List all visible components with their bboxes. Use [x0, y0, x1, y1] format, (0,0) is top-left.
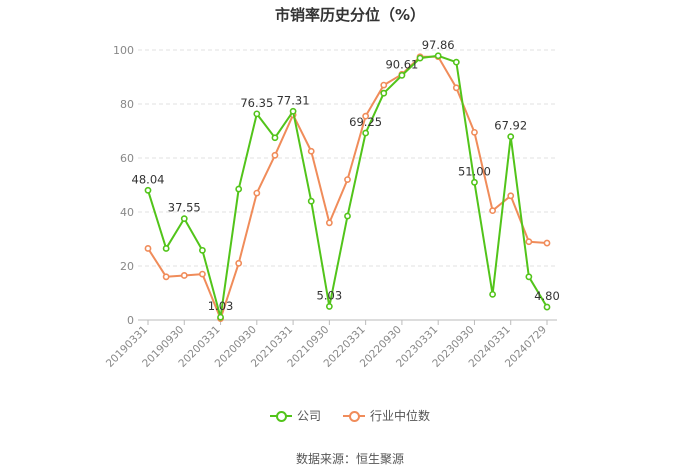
- data-point: [271, 134, 279, 142]
- data-point: [289, 107, 297, 115]
- data-point: [525, 273, 533, 281]
- data-point: [416, 54, 424, 62]
- y-tick-label: 80: [120, 98, 134, 111]
- data-point: [144, 245, 152, 252]
- data-point: [489, 207, 496, 215]
- data-point: [271, 151, 279, 159]
- data-label: 76.35: [240, 96, 273, 110]
- data-point: [307, 147, 315, 155]
- chart-title: 市销率历史分位（%）: [274, 6, 426, 24]
- data-label: 48.04: [132, 172, 165, 186]
- data-point: [471, 178, 478, 186]
- data-point: [452, 58, 460, 66]
- data-point: [180, 272, 188, 279]
- series-industry-median: [144, 53, 551, 323]
- legend-item-industry-median[interactable]: 行业中位数: [343, 407, 430, 424]
- line-chart: 0204060801002019033120190930202003312020…: [104, 38, 560, 370]
- data-label: 5.03: [317, 288, 343, 302]
- data-label: 37.55: [168, 201, 201, 215]
- data-label: 51.00: [458, 164, 491, 178]
- data-point: [507, 192, 515, 200]
- data-point: [362, 129, 370, 137]
- data-point: [325, 303, 333, 310]
- data-point: [162, 273, 170, 281]
- data-point: [434, 52, 442, 60]
- data-label: 77.31: [277, 93, 310, 107]
- data-label: 67.92: [494, 119, 527, 133]
- data-point: [325, 219, 333, 227]
- data-point: [144, 186, 152, 194]
- legend-item-company[interactable]: 公司: [269, 407, 321, 424]
- data-label: 4.80: [534, 289, 560, 303]
- data-point: [217, 313, 224, 321]
- data-point: [253, 110, 261, 118]
- data-point: [543, 303, 551, 311]
- data-point: [235, 185, 243, 193]
- data-point: [507, 133, 515, 141]
- data-point: [525, 238, 533, 246]
- data-point: [199, 246, 206, 254]
- data-source-note: 数据来源：恒生聚源: [295, 452, 404, 466]
- y-tick-label: 20: [120, 260, 134, 273]
- legend-label-industry-median: 行业中位数: [370, 409, 431, 423]
- y-tick-label: 60: [120, 152, 134, 165]
- y-tick-label: 100: [113, 44, 134, 57]
- data-point: [380, 89, 388, 97]
- data-label: 97.86: [422, 38, 455, 52]
- data-point: [362, 112, 370, 120]
- industry-median-line: [147, 55, 548, 320]
- legend: 公司 行业中位数: [0, 407, 700, 424]
- data-point: [471, 128, 478, 136]
- data-point: [162, 245, 170, 252]
- y-tick-label: 0: [127, 314, 134, 327]
- data-point: [489, 290, 496, 298]
- data-point: [380, 81, 388, 89]
- data-point: [253, 189, 261, 197]
- legend-swatch-industry-icon: [343, 410, 365, 422]
- series-company: [144, 52, 551, 321]
- data-point: [235, 259, 243, 267]
- data-point: [452, 84, 460, 92]
- data-label: 90.61: [385, 57, 418, 71]
- legend-label-company: 公司: [296, 409, 321, 423]
- data-label: 1.03: [208, 299, 234, 313]
- data-point: [398, 71, 406, 79]
- data-point: [307, 197, 315, 205]
- legend-swatch-company-icon: [269, 410, 292, 422]
- data-point: [344, 176, 351, 183]
- data-label: 69.25: [349, 115, 382, 129]
- y-tick-label: 40: [120, 206, 134, 219]
- data-point: [344, 212, 351, 220]
- data-point: [180, 215, 188, 223]
- data-point: [199, 270, 206, 278]
- data-point: [543, 239, 551, 247]
